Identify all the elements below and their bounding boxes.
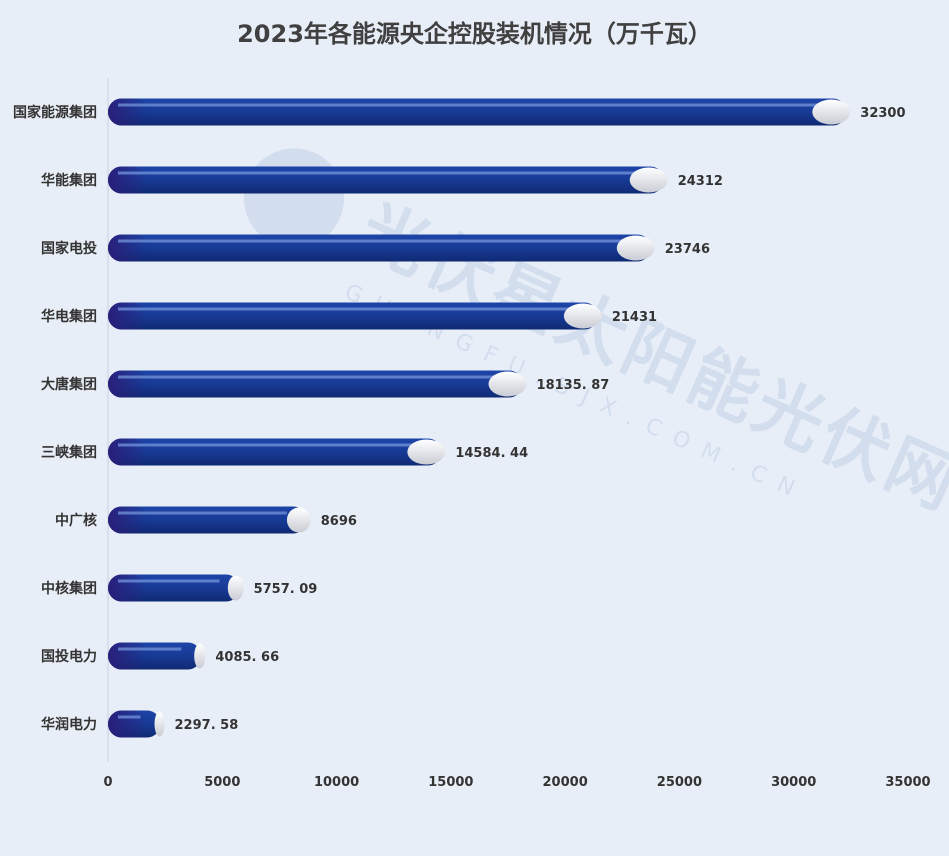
bar-group: 华能集团 24312	[41, 166, 723, 194]
bar-end-cap	[407, 439, 446, 465]
bar-end-cap	[194, 643, 206, 669]
chart-title: 2023年各能源央企控股装机情况（万千瓦）	[237, 20, 712, 48]
x-tick-label: 5000	[204, 775, 240, 790]
bar-left-shade	[108, 506, 148, 534]
bar-left-shade	[108, 234, 148, 262]
bar	[108, 438, 442, 466]
bar-end-cap	[616, 235, 655, 261]
bar-highlight	[118, 307, 578, 311]
bar	[108, 302, 598, 330]
bar-end-cap	[227, 575, 244, 601]
bar-group: 中广核 8696	[55, 506, 357, 534]
bar-highlight	[118, 443, 422, 447]
bar-group: 华电集团 21431	[41, 302, 657, 330]
category-label: 华能集团	[41, 172, 97, 189]
x-tick-label: 20000	[543, 775, 588, 790]
bar-end-cap	[488, 371, 527, 397]
bar-left-shade	[108, 370, 148, 398]
bar	[108, 234, 651, 262]
bar-left-shade	[108, 642, 148, 670]
bar-group: 国家电投 23746	[41, 234, 710, 262]
value-label: 21431	[612, 310, 657, 325]
bar	[108, 370, 523, 398]
bar-end-cap	[154, 711, 165, 737]
bar-left-shade	[108, 438, 148, 466]
bar-end-cap	[286, 507, 311, 533]
bar-highlight	[118, 511, 287, 515]
bar-highlight	[118, 375, 503, 379]
bar	[108, 166, 664, 194]
category-label: 中广核	[55, 512, 97, 529]
bar-left-shade	[108, 574, 148, 602]
bar-group: 国投电力 4085. 66	[41, 642, 279, 670]
bar-end-cap	[563, 303, 602, 329]
bar-highlight	[118, 103, 827, 107]
category-label: 华电集团	[41, 308, 97, 325]
x-tick-label: 30000	[771, 775, 816, 790]
value-label: 32300	[860, 106, 905, 121]
category-label: 三峡集团	[41, 444, 97, 461]
bar-left-shade	[108, 710, 148, 738]
bar-end-cap	[629, 167, 668, 193]
bar-group: 中核集团 5757. 09	[41, 574, 318, 602]
category-label: 国投电力	[41, 648, 97, 665]
value-label: 2297. 58	[175, 718, 239, 733]
value-label: 4085. 66	[215, 650, 279, 665]
category-label: 国家能源集团	[13, 104, 97, 121]
bar-group: 华润电力 2297. 58	[41, 710, 239, 738]
value-label: 23746	[665, 242, 710, 257]
value-label: 8696	[321, 514, 357, 529]
bar-highlight	[118, 171, 644, 175]
value-label: 24312	[678, 174, 723, 189]
bar-left-shade	[108, 302, 148, 330]
value-label: 14584. 44	[455, 446, 528, 461]
category-label: 大唐集团	[41, 376, 97, 393]
bar-group: 大唐集团 18135. 87	[41, 370, 610, 398]
category-label: 中核集团	[41, 580, 97, 597]
bar-highlight	[118, 579, 220, 583]
category-label: 国家电投	[41, 240, 97, 257]
value-label: 18135. 87	[537, 378, 610, 393]
bar-group: 三峡集团 14584. 44	[41, 438, 528, 466]
category-label: 华润电力	[41, 716, 97, 733]
bar-highlight	[118, 715, 141, 719]
bar-highlight	[118, 239, 631, 243]
bar-left-shade	[108, 166, 148, 194]
x-tick-label: 10000	[314, 775, 359, 790]
watermark: 光伏星太阳能光伏网 GUANGFU.BJX.COM.CN	[243, 148, 949, 526]
bar-highlight	[118, 647, 182, 651]
x-tick-label: 25000	[657, 775, 702, 790]
x-tick-label: 0	[103, 775, 112, 790]
bar	[108, 98, 847, 126]
value-label: 5757. 09	[254, 582, 318, 597]
bar-end-cap	[812, 99, 851, 125]
x-tick-label: 35000	[885, 775, 930, 790]
bar-group: 国家能源集团 32300	[13, 98, 906, 126]
bar-left-shade	[108, 98, 148, 126]
x-tick-label: 15000	[428, 775, 473, 790]
